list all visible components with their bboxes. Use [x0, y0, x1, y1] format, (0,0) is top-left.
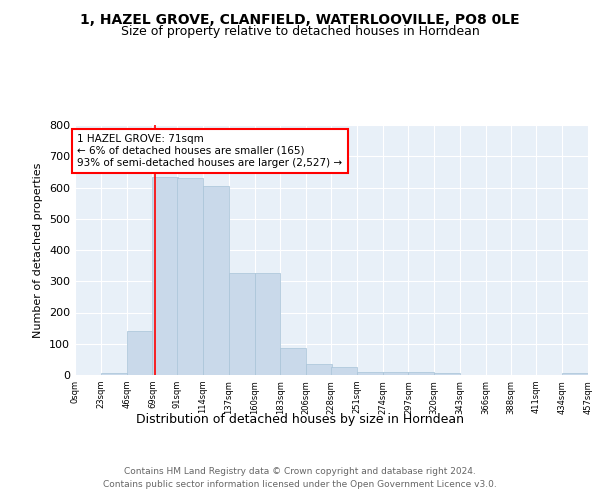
Bar: [306, 364, 332, 375]
Bar: [562, 374, 588, 375]
Text: 1, HAZEL GROVE, CLANFIELD, WATERLOOVILLE, PO8 0LE: 1, HAZEL GROVE, CLANFIELD, WATERLOOVILLE…: [80, 12, 520, 26]
Bar: [434, 374, 460, 375]
Bar: [383, 372, 409, 375]
Text: Contains HM Land Registry data © Crown copyright and database right 2024.: Contains HM Land Registry data © Crown c…: [124, 468, 476, 476]
Bar: [254, 274, 280, 375]
Bar: [357, 372, 383, 375]
Bar: [203, 186, 229, 375]
Bar: [152, 176, 178, 375]
Bar: [101, 374, 127, 375]
Bar: [409, 372, 434, 375]
Text: 1 HAZEL GROVE: 71sqm
← 6% of detached houses are smaller (165)
93% of semi-detac: 1 HAZEL GROVE: 71sqm ← 6% of detached ho…: [77, 134, 343, 168]
Text: Distribution of detached houses by size in Horndean: Distribution of detached houses by size …: [136, 412, 464, 426]
Bar: [331, 367, 357, 375]
Text: Size of property relative to detached houses in Horndean: Size of property relative to detached ho…: [121, 25, 479, 38]
Text: Contains public sector information licensed under the Open Government Licence v3: Contains public sector information licen…: [103, 480, 497, 489]
Bar: [280, 348, 306, 375]
Y-axis label: Number of detached properties: Number of detached properties: [34, 162, 43, 338]
Bar: [177, 178, 203, 375]
Bar: [229, 274, 254, 375]
Bar: [127, 331, 152, 375]
